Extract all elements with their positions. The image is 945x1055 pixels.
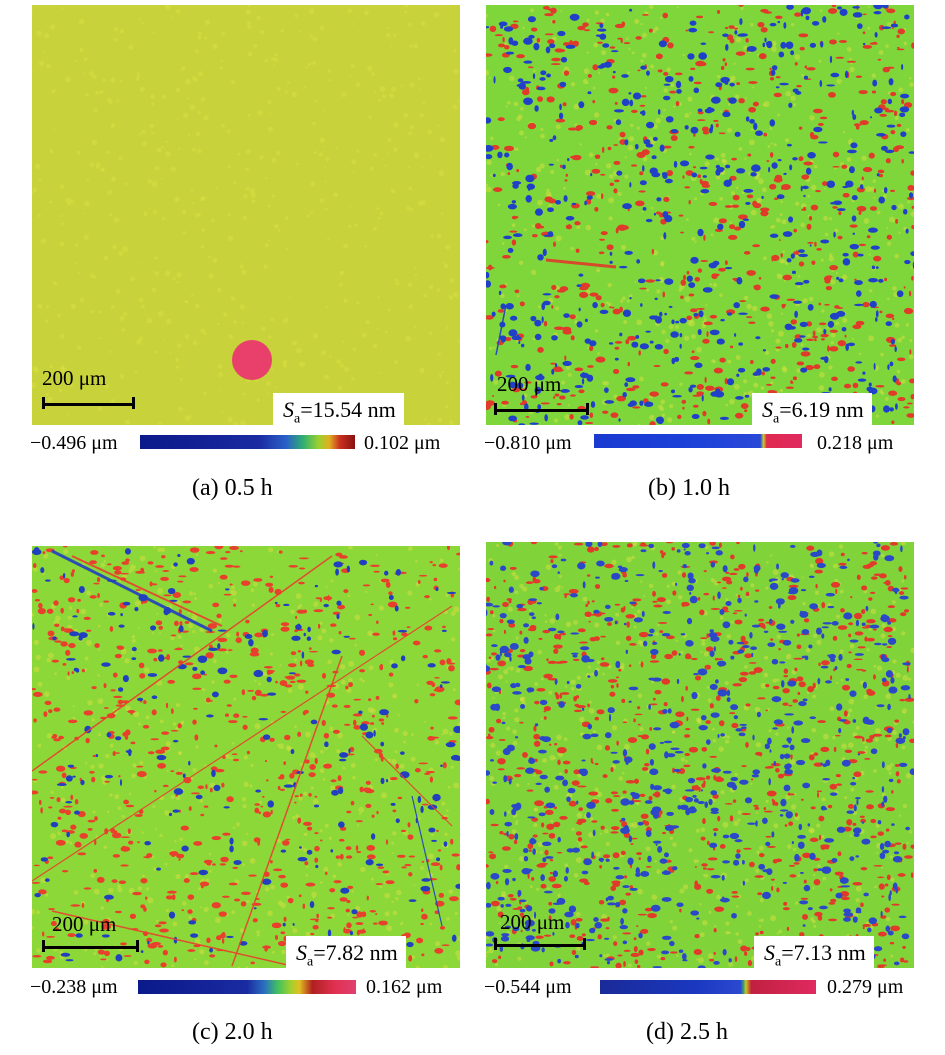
surface-map-a bbox=[32, 5, 460, 425]
colorbar-min-a: −0.496 μm bbox=[30, 432, 118, 454]
caption-c: (c) 2.0 h bbox=[192, 1019, 273, 1045]
scale-bar-label-b: 200 μm bbox=[497, 372, 562, 396]
colorbar-min-c: −0.238 μm bbox=[30, 976, 118, 998]
scale-bar-label-d: 200 μm bbox=[500, 910, 565, 934]
caption-b: (b) 1.0 h bbox=[648, 475, 730, 501]
sa-value-b: Sa=6.19 nm bbox=[752, 393, 872, 433]
caption-d: (d) 2.5 h bbox=[646, 1019, 728, 1045]
surface-map-b bbox=[486, 5, 914, 425]
colorbar-c bbox=[138, 980, 356, 994]
surface-map-d bbox=[486, 542, 914, 968]
sa-value-a: Sa=15.54 nm bbox=[273, 393, 404, 433]
colorbar-max-b: 0.218 μm bbox=[817, 432, 894, 454]
colorbar-max-c: 0.162 μm bbox=[366, 976, 443, 998]
sa-value-c: Sa=7.82 nm bbox=[286, 936, 406, 976]
sa-value-d: Sa=7.13 nm bbox=[754, 936, 874, 976]
scale-bar-label-a: 200 μm bbox=[42, 366, 107, 390]
caption-a: (a) 0.5 h bbox=[192, 475, 273, 501]
colorbar-min-b: −0.810 μm bbox=[484, 432, 572, 454]
colorbar-max-d: 0.279 μm bbox=[827, 976, 904, 998]
colorbar-d bbox=[600, 980, 816, 994]
colorbar-b bbox=[594, 434, 802, 448]
colorbar-a bbox=[140, 435, 355, 449]
scale-bar-label-c: 200 μm bbox=[52, 912, 117, 936]
colorbar-min-d: −0.544 μm bbox=[484, 976, 572, 998]
surface-map-c bbox=[32, 546, 460, 968]
colorbar-max-a: 0.102 μm bbox=[364, 432, 441, 454]
